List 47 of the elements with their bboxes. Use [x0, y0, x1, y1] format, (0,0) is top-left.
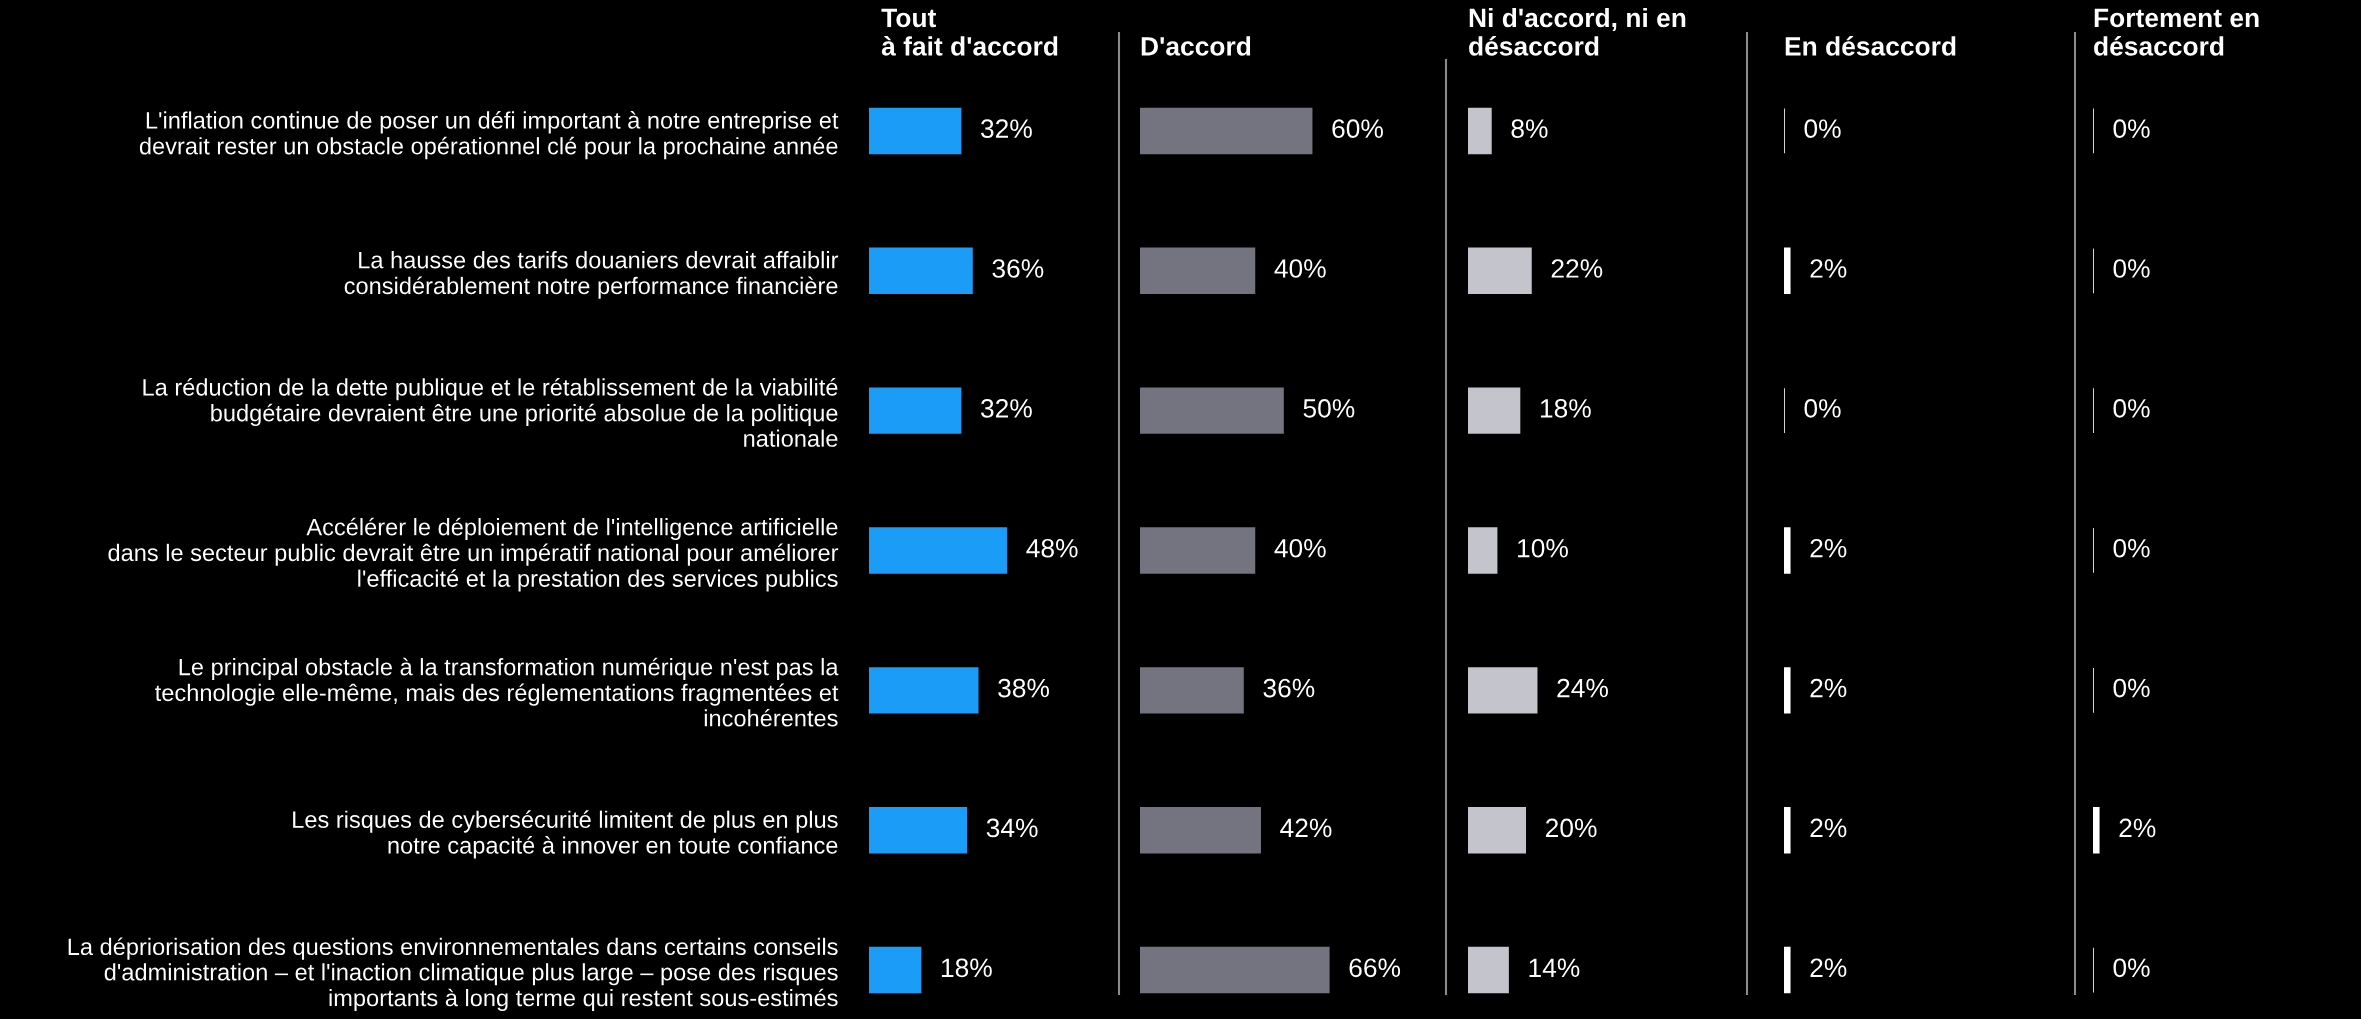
data-label: 20%: [1545, 818, 1597, 838]
y-tick-label: Les risques de cybersécurité limitent de plus en plus notre capacité à innover en toute confiance: [293, 810, 838, 859]
data-label: 40%: [1274, 538, 1326, 558]
y-tick-label: La dépriorisation des questions environnementales dans certains conseils d'administration – et l'inaction climatique plus large – pose des risques importants à long terme qui restent sous-estimés: [68, 937, 838, 1011]
y-tick-label: L'inflation continue de poser un défi important à notre entreprise et devrait rester un obstacle opérationnel clé pour la prochaine année: [139, 111, 839, 160]
data-label: 0%: [2113, 958, 2150, 978]
data-label: 0%: [2113, 678, 2150, 698]
data-label: 36%: [992, 259, 1044, 278]
data-label: 60%: [1332, 119, 1383, 139]
data-label: 8%: [1511, 119, 1548, 139]
data-label: 40%: [1274, 259, 1326, 278]
data-label: 32%: [980, 399, 1032, 418]
y-tick-label: Accélérer le déploiement de l'intelligence artificielle dans le secteur public devrait être un impératif national pour améliorer l'efficacité et la prestation des services publics: [108, 517, 839, 592]
data-label: 0%: [1804, 119, 1841, 139]
data-label: 2%: [1810, 538, 1847, 558]
data-label: 14%: [1529, 958, 1580, 978]
data-label: 32%: [980, 119, 1032, 139]
text: Fortement en désaccord: [2094, 8, 2259, 56]
data-label: 0%: [2113, 119, 2150, 139]
data-label: 2%: [1810, 678, 1847, 698]
y-tick-label: La réduction de la dette publique et le rétablissement de la viabilité budgétaire devraient être une priorité absolue de la politique nationale: [143, 378, 838, 447]
data-label: 2%: [1810, 818, 1847, 838]
chart-title: Ni d'accord, ni en désaccord: [1469, 7, 1686, 56]
text: En désaccord: [1785, 36, 1956, 56]
data-label: 0%: [2113, 259, 2150, 278]
y-tick-label: Le principal obstacle à la transformation numérique n'est pas la technologie elle-même, mais des réglementations fragmentées et incohérentes: [155, 657, 839, 727]
data-label: 48%: [1026, 538, 1078, 558]
data-label: 36%: [1263, 678, 1315, 698]
data-label: 42%: [1280, 818, 1332, 838]
data-label: 38%: [998, 678, 1049, 698]
data-label: 18%: [941, 958, 992, 978]
data-label: 0%: [2113, 538, 2150, 558]
data-label: 0%: [1804, 399, 1841, 418]
y-tick-label: La hausse des tarifs douaniers devrait affaiblir considérablement notre performance financière: [344, 251, 839, 299]
data-label: 2%: [1810, 958, 1847, 978]
data-label: 24%: [1557, 678, 1608, 698]
data-label: 18%: [1540, 399, 1591, 418]
data-label: 22%: [1551, 259, 1603, 278]
data-label: 34%: [986, 818, 1038, 838]
data-label: 50%: [1303, 399, 1355, 418]
data-label: 2%: [1810, 259, 1847, 278]
data-label: 10%: [1518, 538, 1568, 558]
data-label: 2%: [2119, 818, 2156, 838]
chart-title: Tout à fait d'accord: [881, 8, 1058, 56]
data-label: 0%: [2113, 399, 2150, 418]
chart-title: D'accord: [1141, 36, 1251, 56]
data-label: 66%: [1349, 958, 1401, 978]
